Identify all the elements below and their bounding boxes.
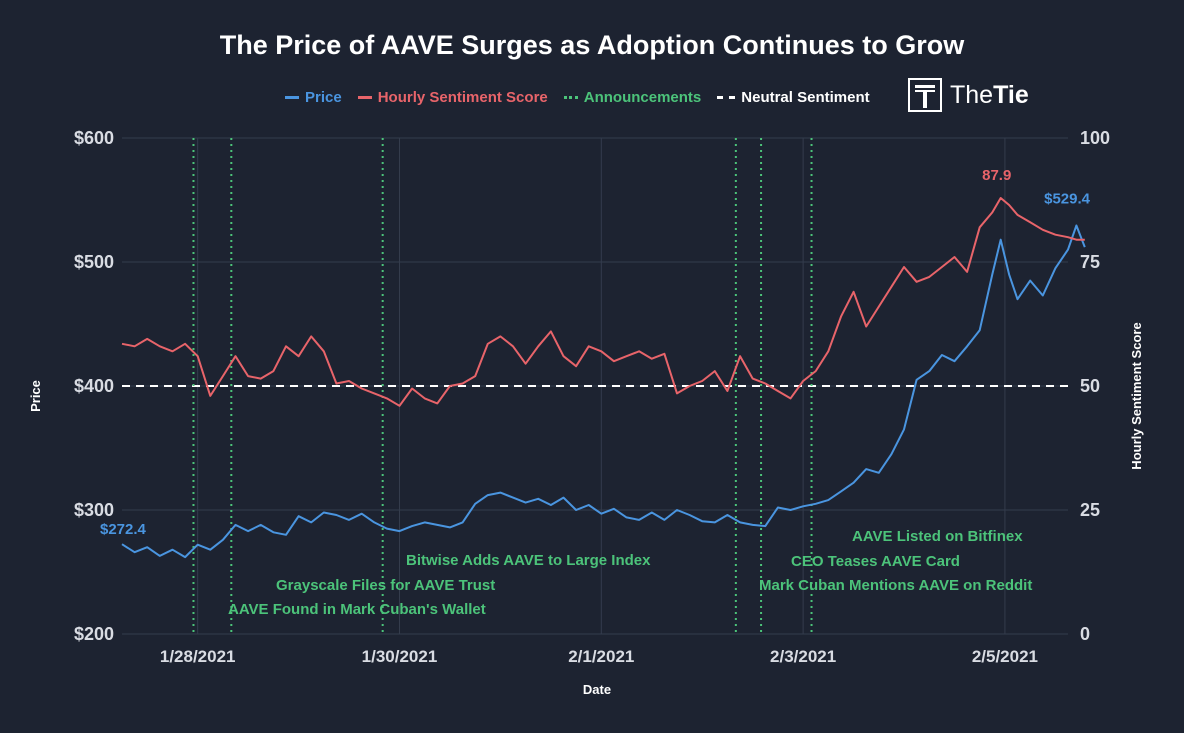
legend-item-price[interactable]: Price <box>285 89 342 106</box>
thetie-logo-text: TheTie <box>950 80 1029 109</box>
x-tick-label: 2/3/2021 <box>770 647 836 666</box>
legend-swatch-announcements <box>563 95 578 99</box>
y-axis-title: Price <box>28 380 43 412</box>
y2-tick-label: 0 <box>1080 624 1090 644</box>
announcement-label: Mark Cuban Mentions AAVE on Reddit <box>759 577 1032 594</box>
y2-tick-label: 75 <box>1080 252 1100 272</box>
legend-swatch-price <box>285 95 299 99</box>
chart-title: The Price of AAVE Surges as Adoption Con… <box>219 30 965 60</box>
y-tick-label: $300 <box>74 500 114 520</box>
legend-label-price: Price <box>305 88 342 106</box>
y-tick-label: $200 <box>74 624 114 644</box>
chart-legend: Price Hourly Sentiment Score Announcemen… <box>285 87 886 107</box>
data-label: $529.4 <box>1044 191 1091 208</box>
x-tick-label: 2/1/2021 <box>568 647 634 666</box>
legend-swatch-sentiment <box>357 95 372 99</box>
y2-axis-ticks: 0 25 50 75 100 <box>1080 128 1110 644</box>
announcement-label: Bitwise Adds AAVE to Large Index <box>406 552 651 569</box>
legend-label-announcements: Announcements <box>583 88 702 106</box>
data-labels: $272.4 87.9 $529.4 <box>100 167 1091 538</box>
announcement-labels: AAVE Found in Mark Cuban's Wallet Graysca… <box>228 528 1032 618</box>
announcement-label: AAVE Found in Mark Cuban's Wallet <box>228 601 486 618</box>
legend-swatch-neutral <box>717 95 736 99</box>
announcement-label: CEO Teases AAVE Card <box>791 553 960 570</box>
y-tick-label: $400 <box>74 376 114 396</box>
y2-tick-label: 25 <box>1080 500 1100 520</box>
y2-axis-title: Hourly Sentiment Score <box>1129 322 1144 469</box>
y2-tick-label: 50 <box>1080 376 1100 396</box>
sentiment-line <box>121 197 1085 407</box>
y-tick-label: $500 <box>74 252 114 272</box>
data-label: $272.4 <box>100 521 147 538</box>
announcement-label: AAVE Listed on Bitfinex <box>852 528 1023 545</box>
announcement-lines <box>192 138 813 634</box>
x-tick-label: 2/5/2021 <box>972 647 1038 666</box>
x-axis-title: Date <box>583 682 611 697</box>
legend-item-announcements[interactable]: Announcements <box>563 88 702 106</box>
thetie-logo: TheTie <box>908 76 1029 114</box>
data-label: 87.9 <box>982 167 1011 184</box>
price-line <box>121 224 1086 559</box>
x-tick-label: 1/28/2021 <box>160 647 236 666</box>
y-axis-ticks: $200 $300 $400 $500 $600 <box>74 128 114 644</box>
thetie-logo-icon <box>908 78 942 112</box>
series-lines <box>121 197 1086 559</box>
y2-tick-label: 100 <box>1080 128 1110 148</box>
y-tick-label: $600 <box>74 128 114 148</box>
legend-label-sentiment: Hourly Sentiment Score <box>377 88 548 106</box>
x-tick-label: 1/30/2021 <box>362 647 438 666</box>
legend-label-neutral: Neutral Sentiment <box>741 88 870 106</box>
announcement-label: Grayscale Files for AAVE Trust <box>276 577 495 594</box>
legend-item-neutral[interactable]: Neutral Sentiment <box>717 88 870 106</box>
x-axis-ticks: 1/28/2021 1/30/2021 2/1/2021 2/3/2021 2/5/20… <box>160 647 1038 666</box>
legend-item-sentiment[interactable]: Hourly Sentiment Score <box>357 88 548 106</box>
